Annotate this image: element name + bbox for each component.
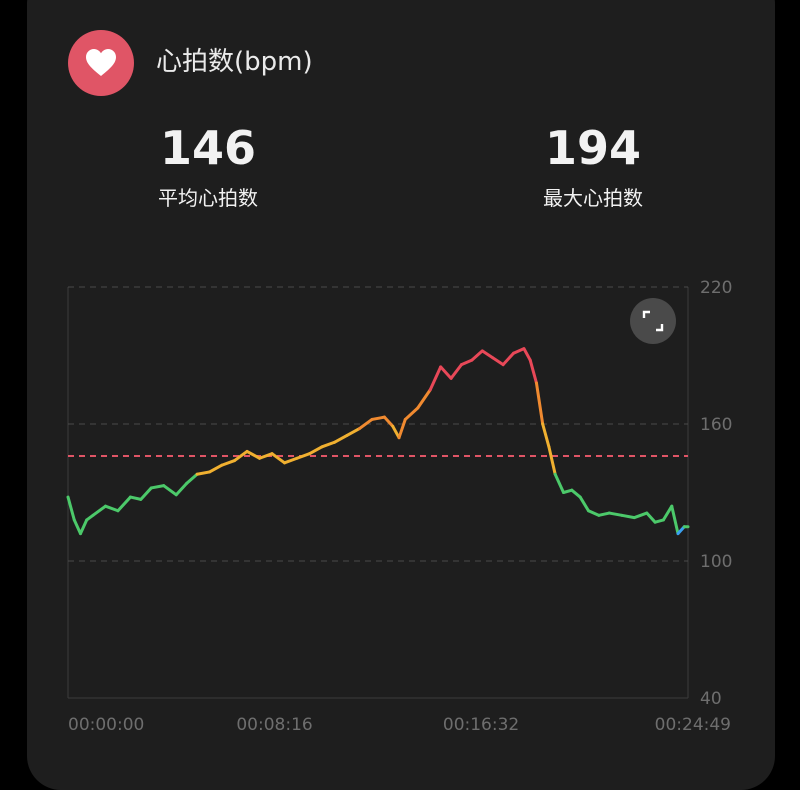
heart-rate-segment xyxy=(185,472,199,485)
chart-grid xyxy=(67,286,689,699)
heart-rate-segment xyxy=(149,484,166,490)
heart-badge xyxy=(68,30,134,96)
heart-rate-chart: 220 160 100 40 00:00:00 00:08:16 00:16:32 00:24… xyxy=(66,278,732,735)
heart-rate-segment xyxy=(370,415,386,421)
heart-rate-segment xyxy=(607,511,624,517)
heart-rate-segment xyxy=(357,417,374,431)
heart-rate-segment xyxy=(416,388,432,410)
heart-rate-segment xyxy=(128,495,143,501)
heart-rate-segment xyxy=(295,452,312,460)
heart-rate-segment xyxy=(459,358,474,367)
heart-rate-segment xyxy=(382,415,395,428)
heart-rate-segment xyxy=(195,470,212,476)
max-value: 194 xyxy=(544,121,642,175)
heart-rate-segment xyxy=(139,486,153,501)
heart-rate-segment xyxy=(620,513,636,520)
heart-rate-segment xyxy=(320,440,336,449)
heart-rate-segment xyxy=(428,365,443,392)
heart-rate-segment xyxy=(116,495,132,513)
heart-rate-series xyxy=(66,347,690,536)
heart-rate-segment xyxy=(162,484,178,497)
heart-rate-segment xyxy=(470,349,484,362)
heart-rate-segment xyxy=(91,504,107,517)
heart-rate-segment xyxy=(512,347,526,355)
heart-rate-segment xyxy=(480,349,495,360)
heart-rate-segment xyxy=(676,525,686,536)
heart-rate-segment xyxy=(578,495,590,513)
heart-rate-segment xyxy=(439,365,453,380)
heart-rate-segment xyxy=(501,351,516,367)
max-label: 最大心拍数 xyxy=(543,186,643,210)
heart-rate-segment xyxy=(597,511,611,517)
heart-rate-segment xyxy=(245,449,262,460)
x-tick-label: 00:08:16 xyxy=(236,715,312,735)
y-tick-label: 40 xyxy=(700,689,722,709)
heart-rate-segment xyxy=(534,381,545,426)
heart-rate-segment xyxy=(547,445,557,476)
y-tick-label: 100 xyxy=(700,552,732,572)
heart-rate-segment xyxy=(220,459,237,467)
x-tick-label: 00:16:32 xyxy=(443,715,519,735)
x-tick-label: 00:24:49 xyxy=(655,715,731,735)
heart-rate-segment xyxy=(345,427,361,437)
heart-rate-segment xyxy=(528,358,538,385)
heart-rate-segment xyxy=(391,424,401,440)
heart-rate-segment xyxy=(270,452,287,465)
y-tick-label: 160 xyxy=(700,415,732,435)
heart-rate-segment xyxy=(645,511,657,524)
heart-rate-card xyxy=(27,0,775,790)
heart-rate-segment xyxy=(258,452,274,460)
heart-rate-segment xyxy=(308,445,324,456)
heart-rate-segment xyxy=(553,472,566,494)
heart-rate-segment xyxy=(208,463,224,474)
heart-rate-segment xyxy=(233,449,249,463)
heart-rate-segment xyxy=(332,433,349,444)
heart-rate-segment xyxy=(397,417,407,440)
heart-rate-segment xyxy=(632,511,649,520)
average-label: 平均心拍数 xyxy=(158,186,258,210)
expand-chart-button[interactable] xyxy=(630,298,676,344)
average-heart-rate: 146 平均心拍数 xyxy=(88,120,328,212)
heart-rate-segment xyxy=(403,406,420,421)
heart-rate-segment xyxy=(661,504,674,522)
heart-rate-segment xyxy=(283,456,299,465)
max-heart-rate: 194 最大心拍数 xyxy=(473,120,713,212)
heart-rate-segment xyxy=(72,518,82,536)
heart-rate-segment xyxy=(174,481,189,497)
heart-rate-segment xyxy=(491,356,505,367)
heart-rate-segment xyxy=(541,422,551,449)
heart-rate-segment xyxy=(449,363,463,380)
y-tick-label: 220 xyxy=(700,278,732,298)
heart-icon xyxy=(86,49,116,76)
chart-title: 心拍数(bpm) xyxy=(156,47,313,77)
heart-rate-segment xyxy=(66,495,76,522)
heart-rate-segment xyxy=(586,509,601,517)
heart-rate-segment xyxy=(78,518,89,536)
x-tick-label: 00:00:00 xyxy=(68,715,144,735)
heart-rate-segment xyxy=(522,347,532,362)
heart-rate-segment xyxy=(103,504,120,513)
heart-rate-segment xyxy=(570,488,582,499)
average-value: 146 xyxy=(159,121,257,175)
expand-icon xyxy=(642,310,664,332)
chart-ticks: 220 160 100 40 00:00:00 00:08:16 00:16:32 00:24… xyxy=(68,278,732,735)
heart-rate-segment xyxy=(670,504,680,536)
